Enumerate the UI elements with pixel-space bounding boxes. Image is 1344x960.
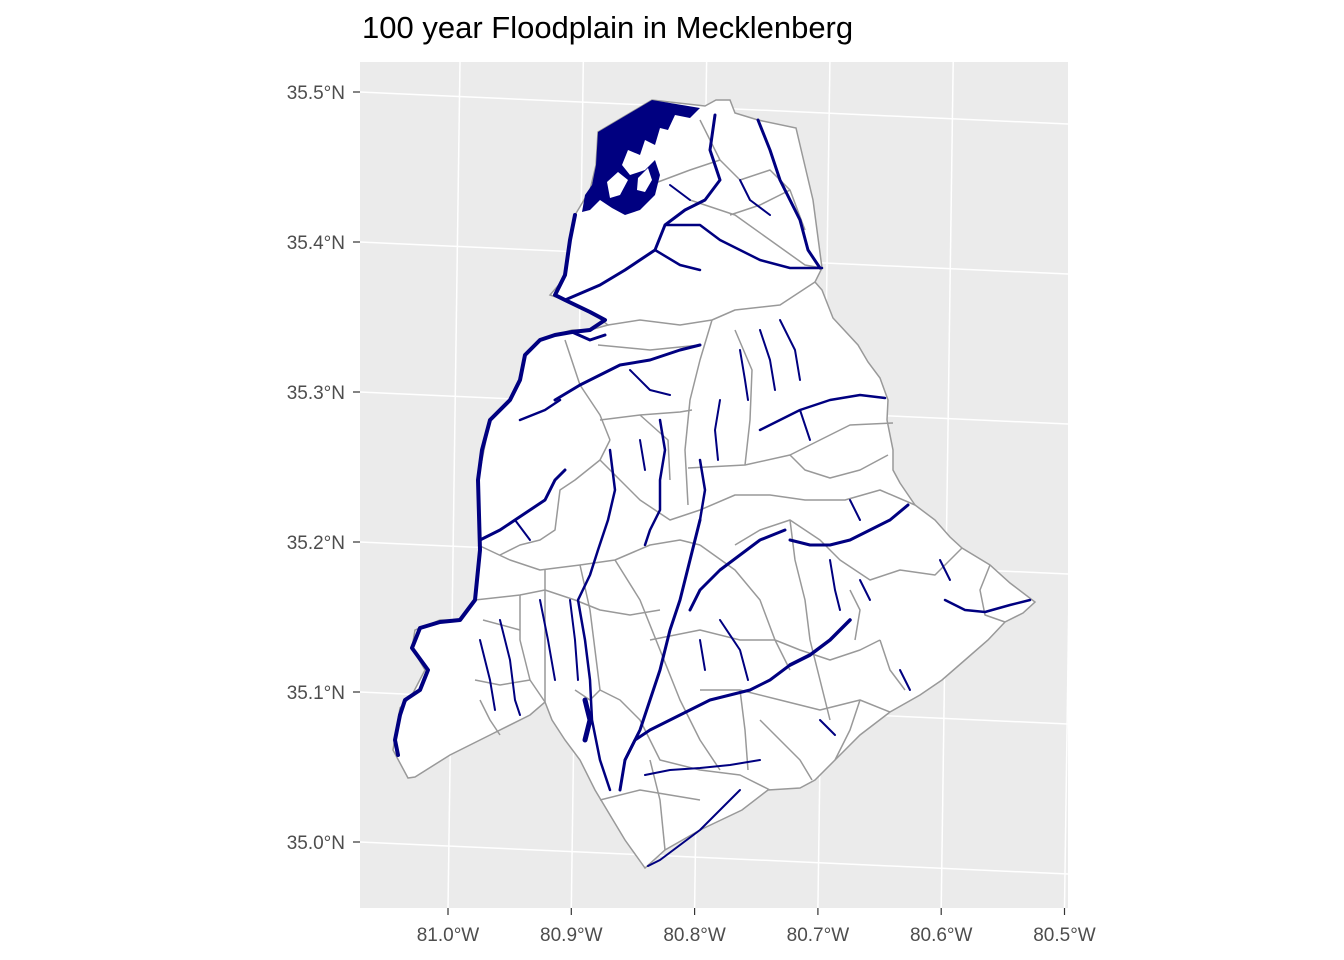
gridline	[1063, 61, 1078, 909]
lon-tick-label: 80.5°W	[1033, 925, 1096, 946]
lat-tick-label: 35.1°N	[287, 683, 345, 704]
floodplain-areas	[582, 100, 700, 215]
lon-tick-label: 81.0°W	[417, 925, 480, 946]
gridline	[940, 61, 954, 909]
gridline	[447, 61, 461, 909]
lat-tick-label: 35.0°N	[287, 833, 345, 854]
lon-tick-label: 80.8°W	[663, 925, 726, 946]
floodplain-streams	[393, 113, 1032, 867]
lon-tick-label: 80.7°W	[787, 925, 850, 946]
lat-tick-label: 35.4°N	[287, 233, 345, 254]
map-title: 100 year Floodplain in Mecklenberg	[362, 10, 854, 45]
lat-tick-label: 35.5°N	[287, 83, 345, 104]
lon-tick-label: 80.9°W	[540, 925, 603, 946]
longitude-axis-labels: 81.0°W 80.9°W 80.8°W 80.7°W 80.6°W 80.5°W	[417, 908, 1096, 946]
lat-tick-label: 35.2°N	[287, 533, 345, 554]
lon-tick-label: 80.6°W	[910, 925, 973, 946]
latitude-axis-labels: 35.5°N 35.4°N 35.3°N 35.2°N 35.1°N 35.0°N	[287, 83, 360, 854]
lat-tick-label: 35.3°N	[287, 383, 345, 404]
gridline	[359, 841, 1069, 875]
